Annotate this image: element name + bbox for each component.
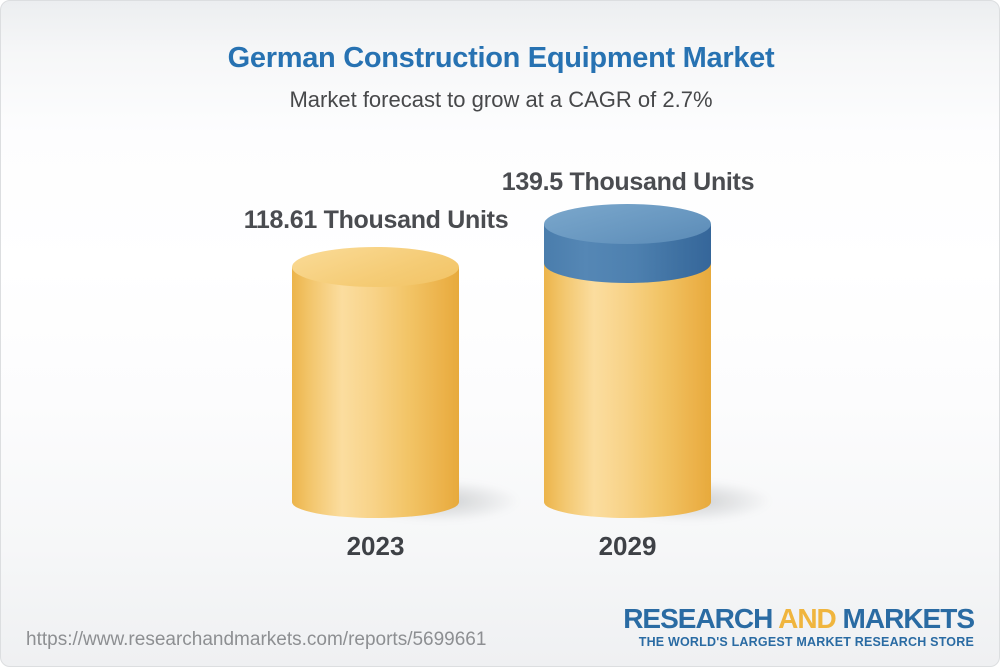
logo-word-and: AND xyxy=(778,603,837,634)
logo-word-markets: MARKETS xyxy=(842,603,975,634)
bar-2029-body xyxy=(544,263,711,518)
chart-title: German Construction Equipment Market xyxy=(227,42,775,74)
bar-2023-cylinder xyxy=(292,247,459,518)
logo-wordmark: RESEARCH AND MARKETS xyxy=(623,603,975,634)
bar-2023-top-cap xyxy=(292,247,459,287)
bar-2029-value-label: 139.5 Thousand Units xyxy=(501,168,755,196)
x-axis-label-2029: 2029 xyxy=(598,531,657,561)
bar-2023-value-label: 118.61 Thousand Units xyxy=(243,206,509,234)
bar-2029-cylinder xyxy=(544,204,711,518)
logo-word-research: RESEARCH xyxy=(623,603,773,634)
x-axis-label-2023: 2023 xyxy=(346,531,405,561)
bar-2029-top-cap xyxy=(544,204,711,244)
bar-2023-body xyxy=(292,267,459,518)
logo-tagline: THE WORLD'S LARGEST MARKET RESEARCH STOR… xyxy=(638,635,974,650)
report-url-link[interactable]: https://www.researchandmarkets.com/repor… xyxy=(26,629,487,650)
chart-subtitle: Market forecast to grow at a CAGR of 2.7… xyxy=(289,87,713,112)
research-and-markets-logo[interactable]: RESEARCH AND MARKETS THE WORLD'S LARGEST… xyxy=(623,603,975,650)
